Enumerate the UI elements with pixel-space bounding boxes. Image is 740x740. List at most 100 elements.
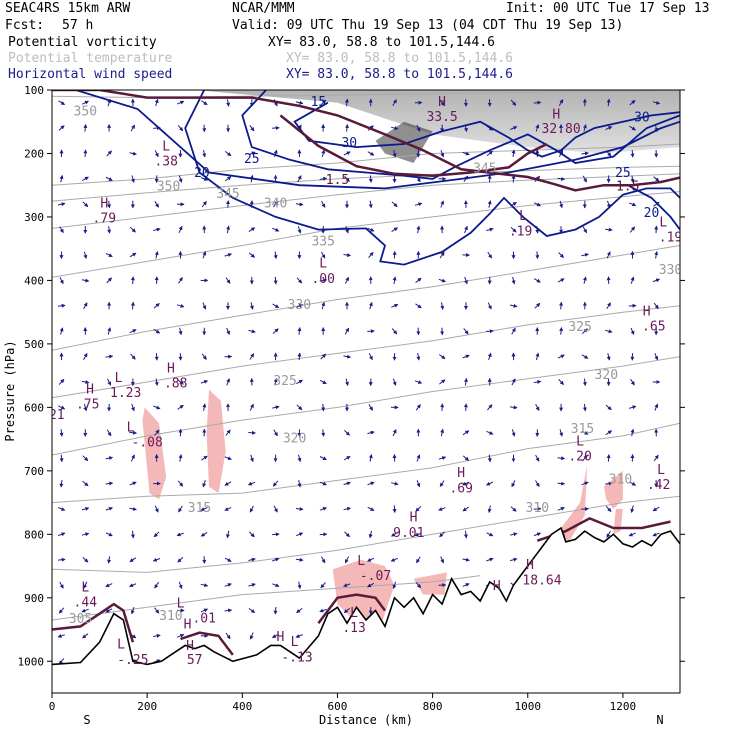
- wind-vector-84: [200, 177, 209, 181]
- wind-vector-436: [533, 506, 542, 511]
- wind-vector-483: [416, 556, 421, 564]
- wind-vector-271: [320, 353, 327, 360]
- extremum-label-25: .20: [568, 450, 591, 465]
- wind-contour-20-2: [184, 90, 680, 266]
- pv-fill-regions: [142, 389, 623, 624]
- init-time: Init: 00 UTC Tue 17 Sep 13: [506, 1, 710, 16]
- wind-vector-554: [249, 632, 254, 640]
- wind-vector-400: [297, 480, 302, 488]
- wind-vector-226: [487, 302, 492, 310]
- y-tick-label-600: 600: [24, 401, 44, 414]
- pv-fill-0: [142, 407, 167, 500]
- wind-vector-221: [368, 301, 373, 310]
- wind-vector-391: [82, 480, 89, 487]
- theta-label-7: 320: [283, 431, 306, 446]
- wind-vector-403: [367, 481, 375, 486]
- terrain: [52, 526, 680, 693]
- extremum-label-49: L: [291, 635, 299, 650]
- wind-vector-482: [390, 557, 398, 562]
- wind-vector-346: [248, 430, 256, 435]
- wind-vector-336: [628, 405, 637, 410]
- wind-vector-287: [81, 380, 90, 384]
- wind-label-1: 20: [194, 166, 210, 181]
- wind-vector-334: [582, 403, 587, 412]
- wind-vector-262: [105, 354, 114, 359]
- wind-vector-382: [487, 454, 492, 463]
- wind-vector-144: [391, 227, 399, 233]
- wind-vector-427: [319, 507, 328, 511]
- wind-vector-193: [319, 278, 328, 283]
- wind-vector-162: [202, 251, 207, 259]
- wind-vector-572: [58, 658, 65, 665]
- wind-vector-89: [319, 176, 328, 181]
- wind-vector-350: [344, 430, 350, 436]
- pv-surface-contour-1: [180, 631, 234, 656]
- wind-vector-411: [557, 481, 566, 486]
- contour-labels: 350 350 345 340 335 330 325 320 315 310 305 325 320 3…: [52, 95, 680, 668]
- wind-vector-469: [82, 557, 89, 563]
- y-tick-label-900: 900: [24, 592, 44, 605]
- wind-vector-202: [533, 278, 541, 283]
- wind-vector-118: [391, 201, 398, 208]
- wind-vector-477: [272, 557, 280, 562]
- wind-vector-556: [295, 634, 303, 638]
- x-tick-label-600: 600: [328, 700, 348, 713]
- wind-vector-364: [59, 454, 64, 463]
- wind-vector-526: [200, 608, 209, 613]
- wind-vector-164: [248, 252, 256, 258]
- wind-vector-184: [106, 277, 112, 284]
- wind-vector-19: [510, 99, 517, 106]
- wind-vector-178: [581, 253, 589, 257]
- wind-vector-288: [107, 378, 112, 386]
- wind-vector-417: [81, 506, 90, 511]
- extremum-label-33: -.07: [360, 569, 391, 584]
- wind-vector-255: [559, 327, 564, 335]
- wind-vector-503: [272, 583, 280, 588]
- wind-vector-152: [582, 226, 588, 234]
- wind-vector-323: [321, 403, 326, 412]
- extremum-label-6: H: [438, 95, 446, 110]
- wind-vector-40: [390, 126, 399, 131]
- wind-vector-480: [344, 556, 350, 564]
- extremum-label-5: .00: [311, 272, 334, 287]
- wind-vector-219: [321, 301, 326, 310]
- wind-vector-53: [83, 149, 88, 158]
- wind-vector-327: [415, 404, 421, 411]
- wind-vector-486: [486, 557, 494, 562]
- wind-vector-76: [630, 149, 635, 158]
- wind-vector-320: [249, 403, 254, 411]
- wind-vector-104: [57, 202, 66, 207]
- wind-vector-194: [344, 276, 350, 284]
- extremum-label-22: L: [127, 421, 135, 436]
- wind-vector-399: [272, 480, 279, 487]
- wind-vector-228: [534, 302, 541, 309]
- pv-label-1: 1.5: [616, 179, 639, 194]
- pv-label-0: 1.5: [326, 173, 349, 188]
- wind-vector-234: [59, 327, 64, 335]
- wind-vector-372: [249, 454, 254, 463]
- theta-contour-335: [52, 191, 680, 278]
- wind-vector-385: [557, 456, 566, 461]
- wind-vector-191: [273, 276, 278, 285]
- wind-vector-159: [129, 252, 137, 258]
- extremum-label-45: -.25: [117, 653, 148, 668]
- wind-vector-91: [368, 175, 373, 183]
- extremum-label-30: H: [410, 511, 418, 526]
- wind-vector-35: [272, 126, 280, 131]
- wind-vector-475: [224, 557, 232, 562]
- pv-fill-3: [413, 572, 447, 595]
- extremum-label-16: H: [86, 382, 94, 397]
- theta-label-6: 325: [273, 374, 296, 389]
- wind-vector-345: [225, 429, 231, 436]
- wind-vector-507: [367, 582, 375, 588]
- extremum-label-31: 9.01: [393, 526, 424, 541]
- extremum-label-18: L: [115, 371, 123, 386]
- wind-vector-1: [81, 100, 90, 105]
- wind-vector-27: [83, 123, 88, 132]
- wind-vector-79: [82, 176, 89, 182]
- theta-label-12: 320: [595, 368, 618, 383]
- wind-vector-7: [226, 99, 231, 107]
- wind-vector-531: [319, 608, 327, 613]
- wind-vector-392: [105, 481, 114, 486]
- wind-vector-387: [606, 454, 611, 462]
